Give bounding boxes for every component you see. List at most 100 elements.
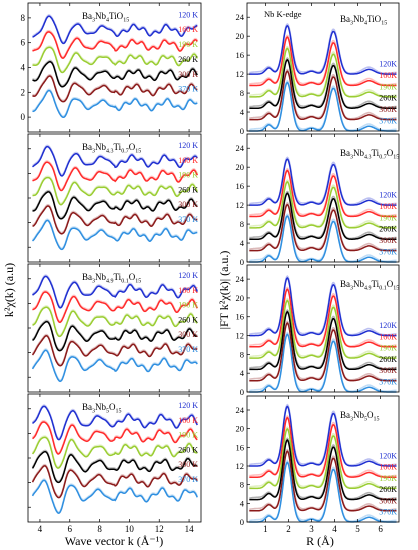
r-y-tick-label: 4 [240, 107, 245, 117]
left-column-k-space: 120 K 160 K 190 K 260 K 300 K 370 K 0 2 4 6 8 Ba3Nb… [21, 2, 202, 534]
r-fit-120-k [249, 403, 397, 466]
r-fit-120-k [249, 22, 397, 75]
k-panel-compound-label: Ba3Nb4TiO15 [82, 11, 129, 24]
k-curve-160-k [32, 421, 198, 455]
r-temp-label-370-k: 370K [379, 377, 397, 386]
k-x-tick-label: 14 [185, 524, 195, 534]
k-curve-300-k [32, 75, 198, 103]
r-y-tick-label: 8 [240, 219, 244, 229]
r-panel-frame [246, 2, 400, 132]
r-temp-label-160-k: 160K [379, 71, 397, 80]
k-y-tick-label: 8 [21, 13, 26, 23]
r-y-tick-label: 0 [240, 126, 244, 136]
r-panel-compound-label: Ba3Nb4.9Ti0.1O15 [340, 279, 399, 292]
r-y-tick-label: 16 [236, 181, 245, 191]
edge-label: Nb K-edge [264, 9, 302, 19]
r-x-tick-label: 4 [332, 524, 337, 534]
r-curve-190-k [249, 47, 397, 98]
left-y-axis-label: k²χ(k) (a.u) [2, 263, 16, 317]
k-curve-160-k [32, 161, 198, 192]
r-y-tick-label: 24 [236, 12, 245, 22]
k-temp-label-160-k: 160 K [178, 25, 198, 34]
r-y-tick-label: 4 [240, 498, 245, 508]
r-temp-label-300-k: 300K [379, 496, 397, 505]
k-x-tick-label: 4 [38, 524, 43, 534]
r-panel-frame [246, 395, 400, 523]
k-temp-label-120-k: 120 K [178, 271, 198, 280]
k-temp-label-370-k: 370 K [178, 475, 198, 484]
r-temp-label-260-k: 260K [379, 485, 397, 494]
r-temp-label-370-k: 370K [379, 508, 397, 517]
r-fit-160-k [249, 414, 397, 478]
k-curve-190-k [32, 46, 198, 74]
r-panel-ba3nb4-3ti0-7o15: 120K 160K 190K 260K 300K 370K 0 4 8 12 16 20 24 Ba3Nb… [236, 133, 400, 267]
r-panel-compound-label: Ba3Nb4.3Ti0.7O15 [340, 148, 399, 161]
r-temp-label-190-k: 190K [379, 213, 397, 222]
r-y-tick-label: 8 [240, 480, 244, 490]
k-y-tick-label: 6 [21, 38, 26, 48]
r-temp-label-260-k: 260K [379, 355, 397, 364]
r-curve-120-k [249, 405, 397, 467]
k-curve-300-k [31, 465, 198, 499]
right-y-axis-label: |FT k²χ(k)| (a.u.) [217, 251, 231, 330]
r-curve-120-k [249, 158, 397, 206]
r-curve-260-k [249, 58, 397, 109]
k-temp-label-370-k: 370 K [178, 85, 198, 94]
r-y-tick-label: 24 [236, 405, 245, 415]
k-curve-370-k [32, 89, 198, 119]
r-y-tick-label: 20 [236, 162, 245, 172]
r-curve-190-k [249, 299, 397, 359]
k-temp-label-300-k: 300 K [178, 70, 198, 79]
r-temp-label-120-k: 120K [379, 60, 397, 69]
r-curve-300-k [249, 203, 397, 252]
k-curve-260-k [32, 61, 198, 88]
r-temp-label-120-k: 120K [379, 321, 397, 330]
r-y-tick-label: 16 [236, 50, 245, 60]
k-temp-label-370-k: 370 K [178, 215, 198, 224]
r-fit-160-k [249, 286, 397, 347]
r-fit-160-k [249, 167, 397, 217]
r-curve-260-k [249, 439, 397, 501]
r-temp-label-260-k: 260K [379, 94, 397, 103]
k-curve-190-k [32, 306, 198, 338]
r-curve-190-k [249, 180, 397, 229]
k-curve-260-k [32, 320, 198, 352]
left-x-axis-label: Wave vector k (Å⁻¹) [65, 534, 164, 548]
r-y-tick-label: 16 [236, 442, 245, 452]
k-curve-190-k [32, 176, 198, 206]
r-x-tick-label: 3 [309, 524, 314, 534]
r-panel-ba3nb4tio15: 120K 160K 190K 260K 300K 370K 0 4 8 12 16 20 24 Ba3Nb… [236, 2, 400, 136]
r-y-tick-label: 0 [240, 257, 244, 267]
r-y-tick-label: 20 [236, 293, 245, 303]
k-temp-label-370-k: 370 K [178, 345, 198, 354]
k-curve-190-k [31, 436, 198, 469]
r-curve-160-k [249, 288, 397, 348]
k-fit-190-k [32, 175, 198, 205]
k-temp-label-120-k: 120 K [178, 401, 198, 410]
r-x-tick-label: 1 [263, 524, 268, 534]
r-temp-label-190-k: 190K [379, 344, 397, 353]
r-temp-label-300-k: 300K [379, 366, 397, 375]
r-y-tick-label: 12 [236, 331, 245, 341]
k-temp-label-260-k: 260 K [178, 55, 198, 64]
r-temp-label-370-k: 370K [379, 247, 397, 256]
r-y-tick-label: 24 [236, 143, 245, 153]
k-temp-label-300-k: 300 K [178, 460, 198, 469]
r-curve-120-k [249, 24, 397, 75]
k-curve-300-k [32, 205, 198, 235]
r-temp-label-300-k: 300K [379, 236, 397, 245]
k-curve-370-k [32, 219, 198, 251]
r-temp-label-370-k: 370K [379, 116, 397, 125]
k-panel-ba3nb4tio15: 120 K 160 K 190 K 260 K 300 K 370 K 0 2 4 6 8 Ba3Nb… [21, 2, 202, 133]
k-curve-300-k [31, 335, 198, 367]
k-temp-label-160-k: 160 K [178, 416, 198, 425]
r-curve-300-k [249, 322, 397, 382]
r-y-tick-label: 12 [236, 69, 245, 79]
k-y-tick-label: 4 [21, 63, 26, 73]
r-temp-label-300-k: 300K [379, 105, 397, 114]
r-fit-160-k [249, 34, 397, 86]
r-temp-label-160-k: 160K [379, 463, 397, 472]
r-curve-260-k [249, 310, 397, 371]
k-panel-frame [27, 133, 202, 263]
